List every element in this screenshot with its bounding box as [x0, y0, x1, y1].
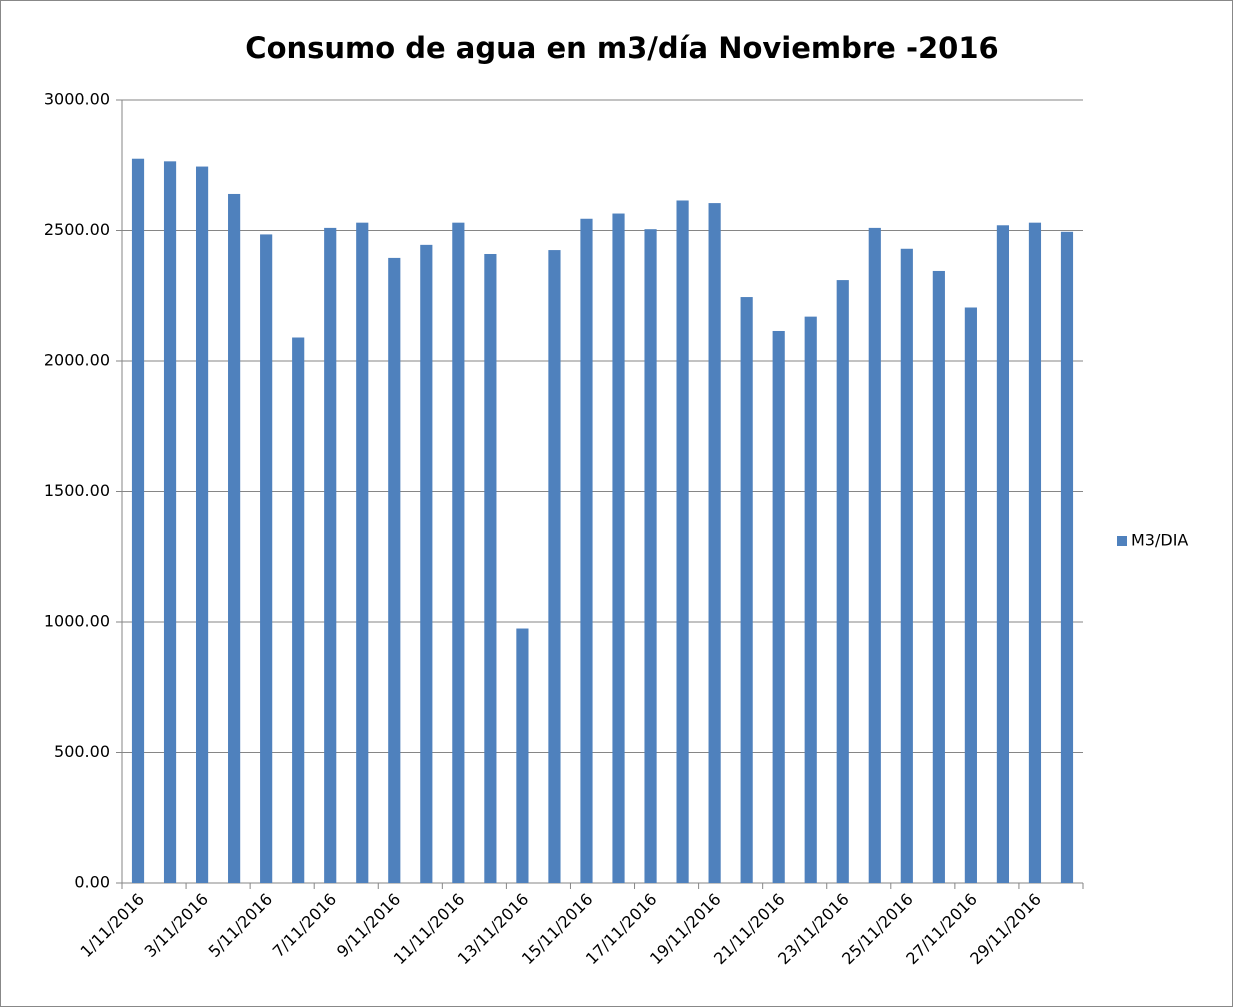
bar: [195, 166, 209, 883]
bar: [516, 628, 529, 883]
bar: [804, 316, 817, 883]
bar: [708, 203, 721, 884]
chart-title: Consumo de agua en m3/día Noviembre -201…: [245, 31, 998, 65]
bar: [900, 248, 913, 883]
bar: [260, 234, 273, 884]
legend-label: M3/DIA: [1131, 531, 1188, 550]
y-tick-label: 1000.00: [44, 612, 110, 631]
bar: [612, 213, 625, 883]
bar: [388, 257, 401, 883]
bar: [868, 227, 881, 883]
bar: [1028, 222, 1042, 884]
bar: [932, 270, 945, 884]
bar: [452, 222, 465, 884]
bar: [580, 218, 593, 883]
legend-swatch: [1117, 536, 1127, 546]
y-tick-label: 3000.00: [44, 90, 110, 109]
bar: [420, 244, 433, 884]
bar: [356, 222, 369, 884]
y-tick-label: 0.00: [74, 873, 110, 892]
bar: [644, 229, 657, 883]
y-tick-label: 500.00: [54, 742, 110, 761]
y-tick-label: 1500.00: [44, 481, 110, 500]
bar: [964, 307, 977, 883]
bar: [131, 158, 145, 884]
bar: [996, 225, 1010, 883]
y-tick-label: 2500.00: [44, 220, 110, 239]
bar: [484, 253, 497, 884]
bar: [740, 297, 753, 883]
bar: [228, 193, 241, 883]
bar: [772, 330, 785, 883]
bar: [324, 227, 337, 883]
bar: [163, 161, 177, 883]
bar: [836, 280, 849, 884]
bar: [292, 337, 305, 883]
bar: [676, 200, 689, 884]
bar: [548, 250, 561, 883]
bar: [1060, 231, 1074, 883]
y-tick-label: 2000.00: [44, 351, 110, 370]
